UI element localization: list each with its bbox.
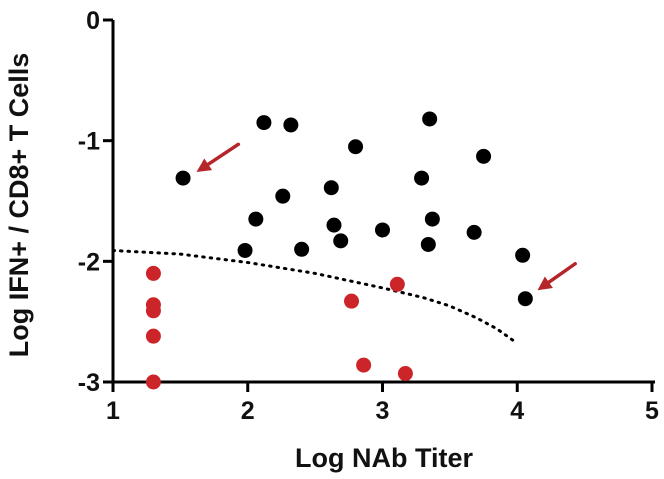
x-tick-label: 3 xyxy=(376,397,390,425)
data-point-series-1 xyxy=(348,139,364,155)
data-point-series-2 xyxy=(145,303,161,319)
data-point-series-1 xyxy=(414,170,430,186)
annotation-arrow-shaft xyxy=(206,142,241,167)
x-tick-label: 2 xyxy=(241,397,255,425)
threshold-curve-layer xyxy=(111,249,519,345)
x-tick-label: 4 xyxy=(510,397,524,425)
annotation-arrows xyxy=(196,142,577,291)
data-point-series-1 xyxy=(424,211,440,227)
data-point-series-2 xyxy=(344,293,360,309)
annotation-arrow-head xyxy=(196,158,213,172)
data-point-series-1 xyxy=(237,242,253,258)
data-point-series-1 xyxy=(466,224,482,240)
y-axis-title: Log IFN+ / CD8+ T Cells xyxy=(4,53,34,358)
data-point-series-2 xyxy=(356,357,372,373)
tick-marks xyxy=(103,18,654,392)
y-tick-label: -2 xyxy=(78,248,100,276)
data-point-series-1 xyxy=(326,217,342,233)
data-point-series-1 xyxy=(323,180,339,196)
data-point-series-1 xyxy=(515,247,531,263)
x-tick-label: 5 xyxy=(645,397,659,425)
annotation-arrow xyxy=(196,142,241,172)
data-point-series-1 xyxy=(420,236,436,252)
data-point-series-1 xyxy=(517,291,533,307)
data-point-series-1 xyxy=(275,188,291,204)
data-point-series-1 xyxy=(175,170,191,186)
y-tick-label: -3 xyxy=(78,369,100,397)
data-point-series-1 xyxy=(422,111,438,127)
x-axis-title: Log NAb Titer xyxy=(295,443,473,473)
data-point-series-1 xyxy=(375,222,390,238)
annotation-arrow-head xyxy=(537,276,553,291)
tick-labels: 1 2 3 4 5 0 -1 -2 -3 xyxy=(78,7,659,425)
threshold-curve xyxy=(111,249,519,345)
y-tick-label: -1 xyxy=(78,128,100,156)
axes xyxy=(111,20,655,384)
annotation-arrow-shaft xyxy=(547,261,577,284)
x-tick-label: 1 xyxy=(106,397,120,425)
data-point-series-2 xyxy=(145,328,161,344)
data-point-series-1 xyxy=(248,211,264,227)
data-point-series-1 xyxy=(294,241,310,257)
data-point-series-1 xyxy=(476,148,492,164)
y-tick-label: 0 xyxy=(86,7,100,35)
data-point-series-2 xyxy=(145,374,161,390)
data-points xyxy=(145,111,533,390)
data-point-series-2 xyxy=(389,276,405,292)
data-point-series-2 xyxy=(145,265,161,281)
data-point-series-1 xyxy=(256,115,272,131)
data-point-series-1 xyxy=(333,233,349,249)
annotation-arrow xyxy=(537,261,577,291)
data-point-series-1 xyxy=(283,117,299,133)
data-point-series-2 xyxy=(397,366,413,382)
